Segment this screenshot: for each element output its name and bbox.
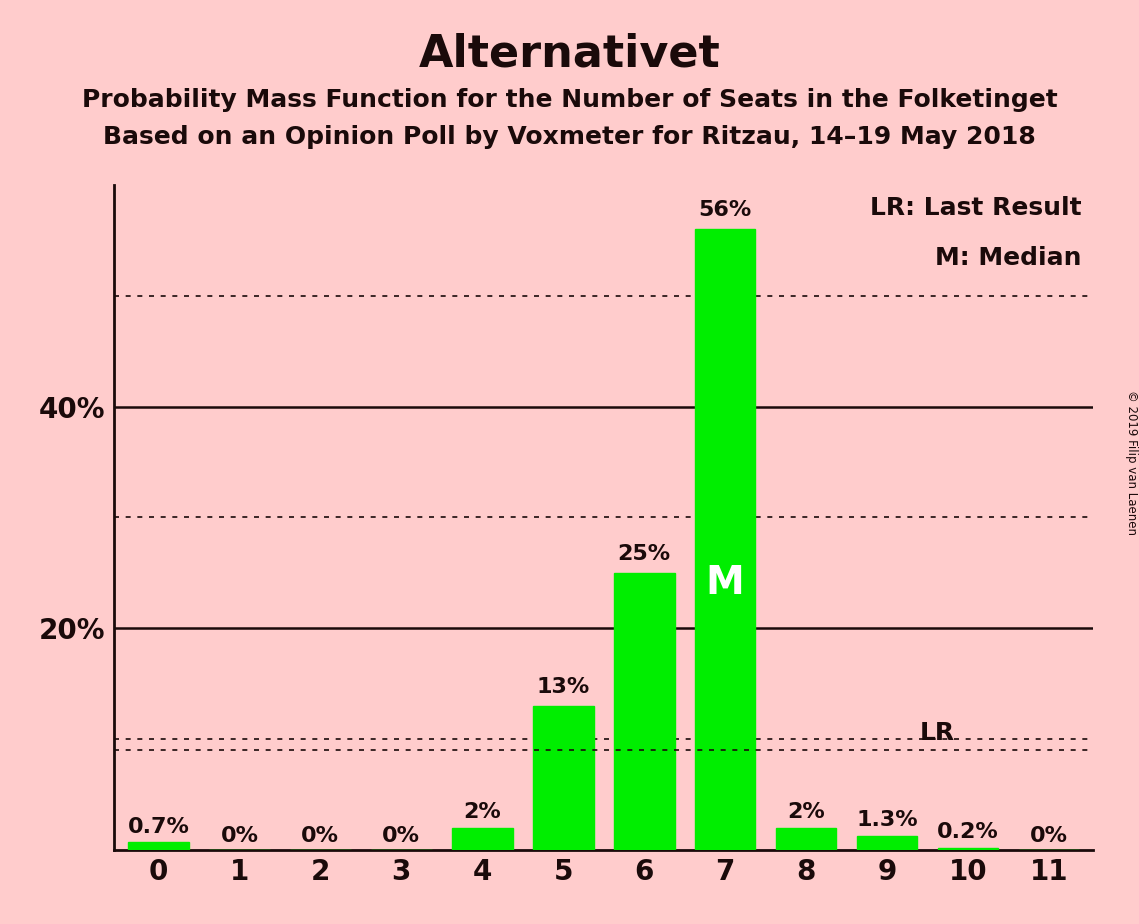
Text: 0%: 0% [383, 826, 420, 845]
Text: Alternativet: Alternativet [419, 32, 720, 76]
Text: 25%: 25% [617, 544, 671, 564]
Text: 0%: 0% [220, 826, 259, 845]
Bar [533, 706, 593, 850]
Text: 0%: 0% [302, 826, 339, 845]
Text: 1.3%: 1.3% [857, 810, 918, 830]
Bar [452, 828, 513, 850]
Text: 0%: 0% [1030, 826, 1068, 845]
Bar [776, 828, 836, 850]
Bar [857, 835, 917, 850]
Text: LR: Last Result: LR: Last Result [870, 196, 1081, 220]
Text: 0.2%: 0.2% [937, 822, 999, 843]
Bar [695, 229, 755, 850]
Text: 2%: 2% [787, 802, 825, 822]
Bar [614, 573, 674, 850]
Text: Based on an Opinion Poll by Voxmeter for Ritzau, 14–19 May 2018: Based on an Opinion Poll by Voxmeter for… [104, 125, 1035, 149]
Text: LR: LR [919, 721, 954, 745]
Text: M: M [706, 564, 745, 602]
Text: 0.7%: 0.7% [128, 817, 189, 837]
Text: Probability Mass Function for the Number of Seats in the Folketinget: Probability Mass Function for the Number… [82, 88, 1057, 112]
Text: © 2019 Filip van Laenen: © 2019 Filip van Laenen [1124, 390, 1138, 534]
Text: 13%: 13% [536, 677, 590, 697]
Text: 2%: 2% [464, 802, 501, 822]
Bar [128, 843, 189, 850]
Text: M: Median: M: Median [935, 246, 1081, 270]
Text: 56%: 56% [698, 201, 752, 220]
Bar [937, 848, 998, 850]
